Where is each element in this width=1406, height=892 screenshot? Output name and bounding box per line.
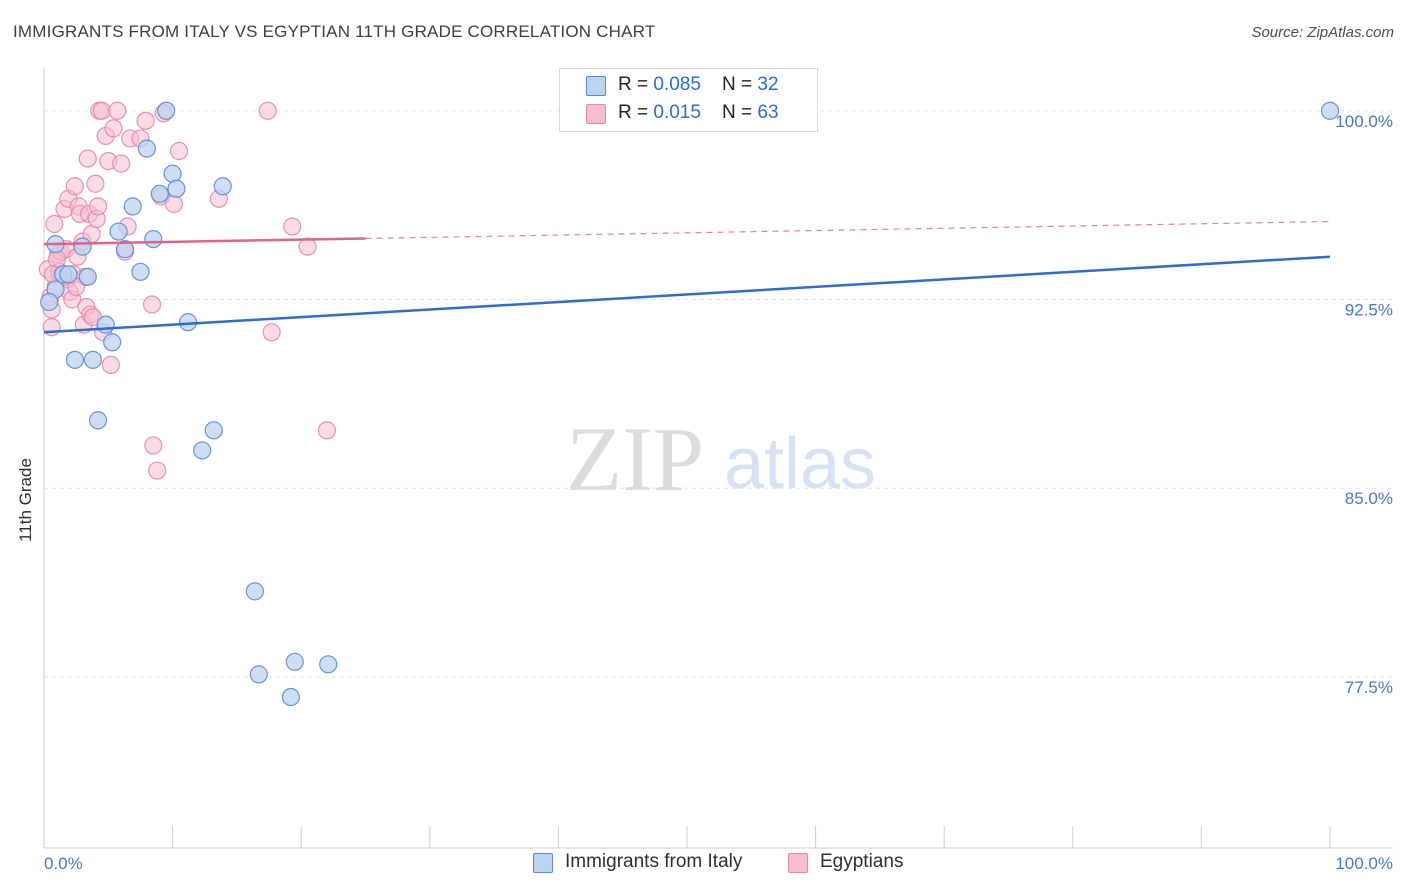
point-italy-6 — [78, 267, 97, 286]
point-egypt-32 — [88, 197, 108, 216]
point-italy-22 — [193, 441, 212, 460]
trend-italy — [43, 255, 1331, 334]
legend-swatch-pink — [586, 104, 606, 124]
point-egypt-40 — [108, 101, 127, 120]
y-tick-label-1: 92.5% — [1345, 300, 1393, 319]
x-tick-label-1: 100.0% — [1335, 854, 1393, 873]
legend-italy-n-value: 32 — [757, 74, 779, 95]
point-egypt-46 — [136, 111, 155, 130]
legend-italy-n-label: N = — [722, 74, 758, 95]
point-egypt-59 — [317, 421, 337, 440]
point-egypt-38 — [101, 355, 120, 375]
y-tick-label-0: 100.0% — [1335, 112, 1393, 131]
point-italy-12 — [115, 240, 135, 259]
point-italy-19 — [163, 164, 182, 183]
point-italy-27 — [281, 687, 301, 707]
point-italy-9 — [96, 315, 115, 334]
point-italy-29 — [319, 655, 338, 674]
point-italy-21 — [178, 313, 198, 332]
point-italy-23 — [204, 421, 223, 440]
point-egypt-52 — [164, 194, 183, 213]
point-egypt-17 — [65, 177, 84, 196]
trend-lines — [43, 220, 1331, 334]
point-italy-28 — [285, 652, 304, 671]
trend-egypt-dashed — [365, 220, 1331, 240]
legend-egypt-n-label: N = — [722, 102, 758, 123]
point-egypt-48 — [144, 436, 163, 455]
watermark-zip: ZIP — [566, 408, 704, 510]
point-italy-24 — [213, 177, 232, 196]
point-egypt-55 — [258, 101, 277, 120]
chart-title: IMMIGRANTS FROM ITALY VS EGYPTIAN 11TH G… — [13, 22, 656, 41]
point-italy-11 — [109, 222, 128, 241]
point-italy-8 — [88, 411, 108, 430]
point-italy-17 — [150, 184, 169, 203]
point-italy-7 — [83, 350, 102, 369]
point-egypt-53 — [169, 141, 189, 161]
point-egypt-57 — [283, 217, 302, 236]
point-italy-30 — [40, 292, 59, 312]
point-italy-5 — [73, 237, 92, 256]
bottom-legend-swatch-blue — [533, 853, 553, 873]
bottom-legend-italy-label: Immigrants from Italy — [565, 851, 743, 872]
point-italy-3 — [59, 265, 78, 284]
point-egypt-60 — [47, 250, 66, 269]
point-egypt-30 — [86, 174, 105, 193]
point-italy-16 — [144, 229, 163, 249]
point-italy-26 — [249, 665, 268, 684]
legend-egypt-n-value: 63 — [757, 102, 779, 123]
point-egypt-25 — [78, 149, 97, 168]
point-egypt-58 — [298, 237, 317, 256]
point-egypt-47 — [142, 295, 162, 314]
point-egypt-49 — [148, 461, 167, 480]
x-tick-label-0: 0.0% — [44, 854, 83, 873]
tick-labels: 100.0% 92.5% 85.0% 77.5% 0.0% 100.0% — [44, 112, 1393, 873]
point-egypt-39 — [104, 119, 123, 138]
point-italy-20 — [167, 179, 186, 198]
watermark: ZIP atlas — [566, 408, 876, 510]
bottom-legend-swatch-pink — [788, 853, 808, 873]
point-italy-25 — [245, 582, 265, 601]
trend-egypt-solid — [43, 237, 366, 246]
point-italy-18 — [157, 101, 176, 120]
point-italy-4 — [65, 350, 84, 369]
point-egypt-34 — [92, 101, 111, 120]
legend-swatch-blue — [586, 76, 606, 96]
point-egypt-41 — [112, 154, 131, 173]
point-egypt-4 — [45, 214, 64, 234]
axes — [43, 68, 1393, 849]
source-credit: Source: ZipAtlas.com — [1251, 24, 1394, 41]
point-italy-15 — [137, 139, 156, 158]
y-tick-label-2: 85.0% — [1345, 489, 1393, 508]
legend-egypt-r-label: R = — [618, 102, 654, 123]
watermark-atlas: atlas — [724, 424, 876, 504]
legend-italy-r-value: 0.085 — [653, 74, 701, 95]
point-italy-10 — [103, 333, 122, 352]
legend-box: R = 0.085 N = 32 R = 0.015 N = 63 — [559, 68, 818, 132]
y-tick-label-3: 77.5% — [1345, 678, 1393, 697]
point-italy-14 — [131, 262, 150, 281]
data-points — [38, 101, 1340, 707]
legend-egypt-r-value: 0.015 — [653, 102, 701, 123]
bottom-legend-egypt-label: Egyptians — [820, 851, 904, 872]
point-egypt-56 — [262, 323, 281, 342]
point-italy-13 — [123, 197, 142, 216]
point-italy-31 — [1320, 101, 1340, 120]
legend-italy-r-label: R = — [618, 74, 654, 95]
